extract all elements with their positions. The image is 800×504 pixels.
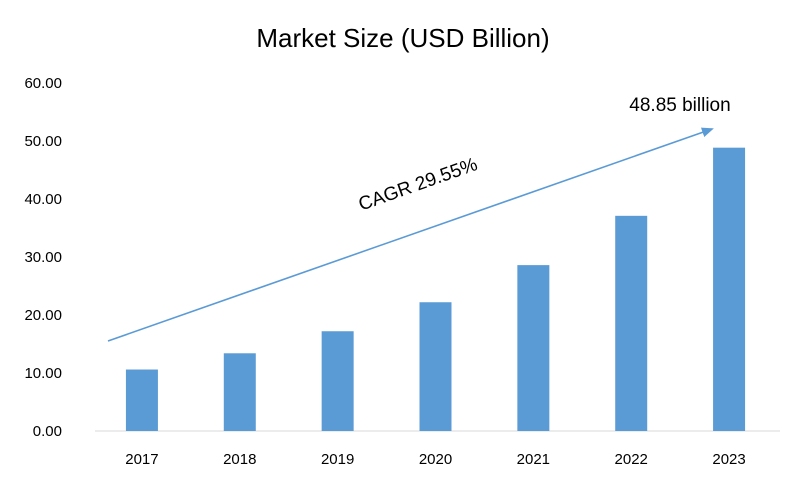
x-tick-label: 2023 (712, 451, 745, 468)
x-tick-label: 2022 (615, 451, 648, 468)
y-tick-label: 0.00 (33, 423, 62, 440)
x-tick-label: 2018 (223, 451, 256, 468)
y-axis-ticks: 0.00 10.00 20.00 30.00 40.00 50.00 60.00 (24, 75, 62, 440)
bar-2023 (713, 147, 746, 432)
y-tick-label: 50.00 (24, 133, 62, 150)
bar-2022 (615, 215, 648, 431)
bar-2018 (223, 353, 256, 431)
y-tick-label: 30.00 (24, 249, 62, 266)
bar-2020 (419, 302, 452, 431)
y-tick-label: 60.00 (24, 75, 62, 92)
x-tick-label: 2017 (125, 451, 158, 468)
cagr-annotation: CAGR 29.55% (356, 154, 481, 215)
x-axis-ticks: 2017 2018 2019 2020 2021 2022 2023 (125, 451, 746, 468)
bar-2019 (321, 331, 354, 431)
chart-title: Market Size (USD Billion) (256, 23, 549, 53)
final-value-annotation: 48.85 billion (629, 95, 730, 116)
y-tick-label: 10.00 (24, 365, 62, 382)
y-tick-label: 40.00 (24, 191, 62, 208)
bar-2017 (125, 369, 158, 431)
x-tick-label: 2021 (517, 451, 550, 468)
x-tick-label: 2019 (321, 451, 354, 468)
bar-2021 (517, 265, 550, 431)
bars-group (125, 147, 746, 432)
x-tick-label: 2020 (419, 451, 452, 468)
y-tick-label: 20.00 (24, 307, 62, 324)
cagr-trend-arrow (107, 127, 714, 342)
